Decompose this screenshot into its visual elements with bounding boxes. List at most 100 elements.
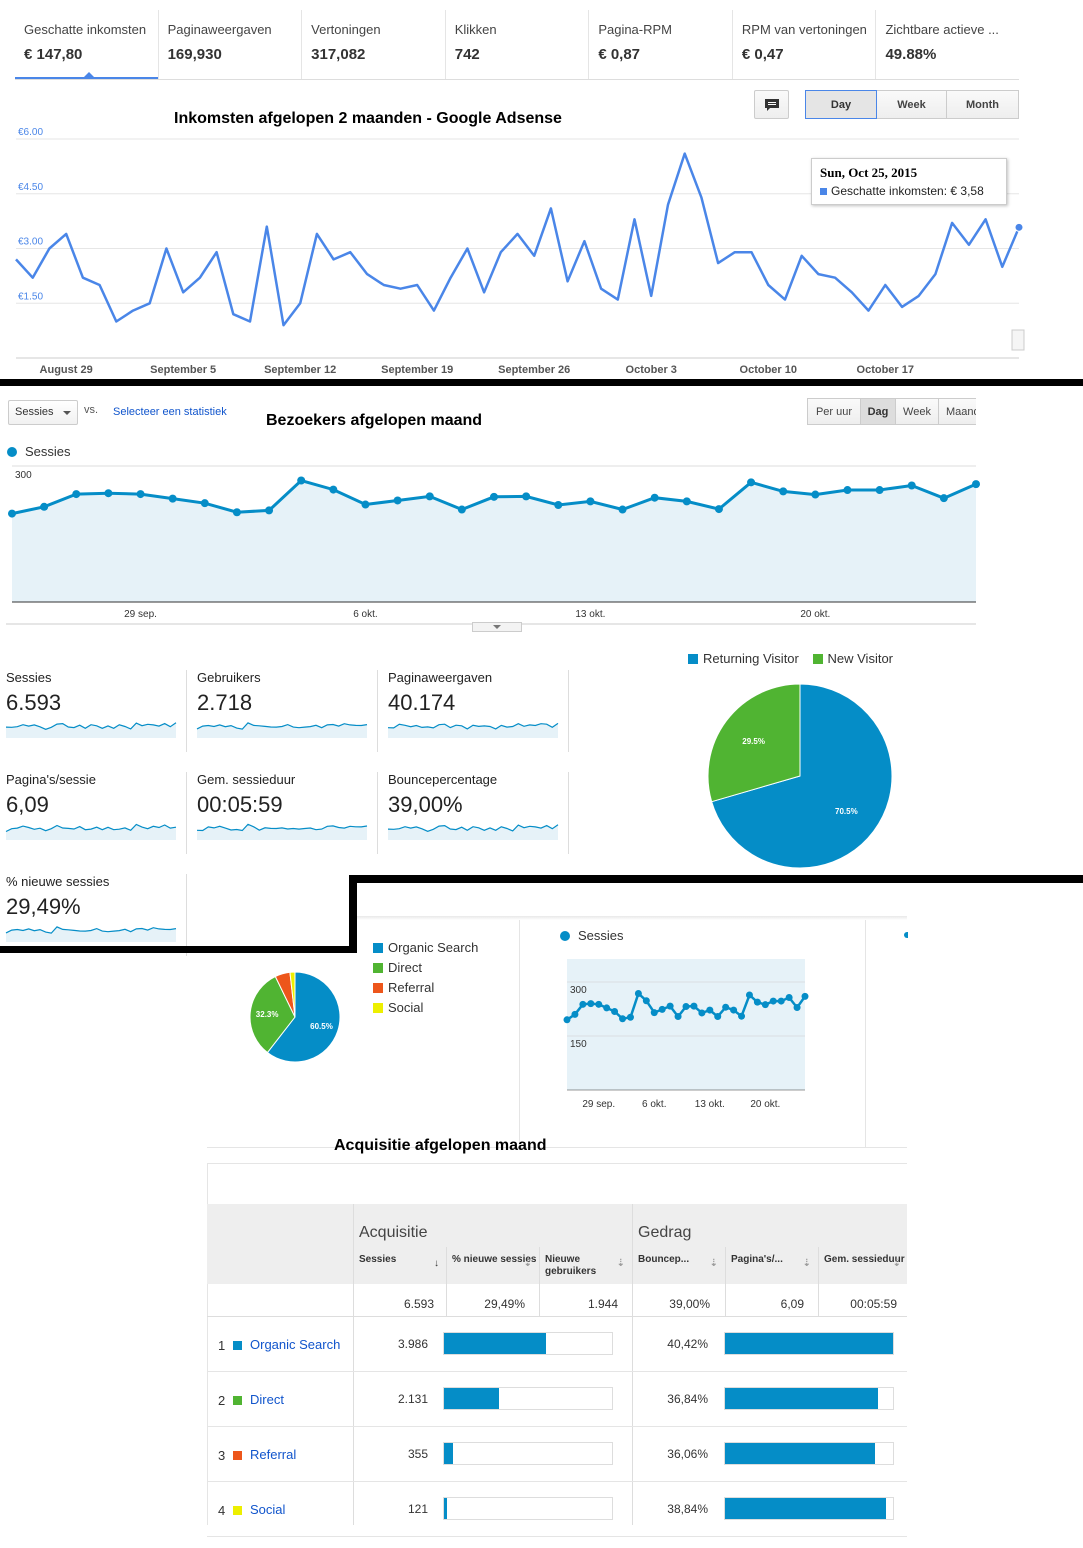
x-tick-label: September 5 [150, 364, 216, 376]
data-point [634, 990, 642, 998]
data-point [297, 476, 306, 485]
col-header-pages-per-session[interactable]: Pagina's/... ⇣ [731, 1254, 817, 1269]
col-header-new-users[interactable]: Nieuwe gebruikers ⇣ [545, 1254, 631, 1278]
table-frame [207, 1163, 907, 1525]
kpi-label: Pagina's/sessie [6, 772, 96, 787]
y-tick-label: 300 [15, 470, 32, 481]
col-header-session-duration[interactable]: Gem. sessieduur ⇣ [824, 1254, 907, 1269]
sort-icon: ⇣ [709, 1258, 718, 1269]
data-point [8, 509, 16, 518]
channel-link[interactable]: Organic Search [250, 1337, 341, 1352]
metric-label: Pagina-RPM [598, 22, 673, 37]
panel-divider [207, 1147, 907, 1148]
period-day-button[interactable]: Day [805, 90, 877, 119]
col-divider [446, 1284, 447, 1316]
kpi-value: 29,49% [6, 894, 81, 919]
chevron-down-icon [63, 411, 71, 419]
metric-tab-impressions[interactable]: Vertoningen 317,082 [301, 10, 445, 79]
channel-swatch [233, 1506, 242, 1515]
x-tick-label: October 17 [857, 364, 914, 376]
data-point [875, 486, 884, 495]
data-point [722, 1003, 730, 1011]
col-header-bounce[interactable]: Bouncep... ⇣ [638, 1254, 724, 1269]
metric-label: Paginaweergaven [167, 22, 272, 37]
mini-sessions-legend: Sessies [560, 928, 624, 943]
metric-select[interactable]: Sessies [8, 400, 78, 425]
metric-label: Klikken [454, 22, 497, 37]
chart-collapse-handle[interactable] [472, 622, 522, 632]
new-swatch [812, 654, 823, 664]
referral-swatch [373, 983, 383, 993]
metric-label: Zichtbare actieve ... [885, 22, 999, 37]
kpi-avg-session-duration: Gem. sessieduur 00:05:59 [196, 772, 378, 854]
slice-label: 29.5% [742, 737, 765, 746]
data-point [571, 1010, 579, 1018]
analytics-period-switch: Per uur Dag Week Maand [807, 398, 976, 425]
data-point [619, 1015, 627, 1023]
bounce-bar-fill [725, 1388, 878, 1409]
data-point [626, 1013, 634, 1021]
data-point [586, 497, 595, 506]
channel-link[interactable]: Direct [250, 1392, 284, 1407]
period-month-button[interactable]: Maand [939, 398, 976, 425]
col-divider [446, 1247, 447, 1284]
channel-pie-chart: 60.5% 32.3% [249, 971, 341, 1063]
visitor-pie-chart: 70.5% 29.5% [707, 683, 893, 869]
metric-tab-estimated-earnings[interactable]: Geschatte inkomsten € 147,80 [15, 10, 158, 79]
col-header-label: Sessies [359, 1254, 397, 1265]
sparkline-line [387, 722, 559, 730]
metric-tab-pageviews[interactable]: Paginaweergaven 169,930 [157, 10, 302, 79]
y-tick-label: €6.00 [18, 127, 43, 138]
col-divider [818, 1284, 819, 1316]
sparkline-line [387, 824, 559, 832]
adsense-chart-title: Inkomsten afgelopen 2 maanden - Google A… [174, 110, 562, 127]
sort-icon: ⇣ [523, 1258, 532, 1269]
sparkline-line [5, 926, 177, 934]
data-point [745, 991, 753, 999]
compare-metric-link[interactable]: Selecteer een statistiek [113, 406, 227, 418]
bounce-bar-fill [725, 1333, 893, 1354]
data-point [104, 489, 113, 498]
data-point [579, 1000, 587, 1008]
channel-link[interactable]: Referral [250, 1447, 297, 1462]
kpi-label: Paginaweergaven [388, 670, 493, 685]
data-point [595, 1000, 603, 1008]
metric-label: Vertoningen [311, 22, 381, 37]
annotation-button[interactable] [754, 90, 789, 119]
earnings-series-line [15, 152, 1021, 327]
period-week-button[interactable]: Week [896, 398, 939, 425]
col-header-new-sessions[interactable]: % nieuwe sessies ⇣ [452, 1254, 538, 1269]
total-bounce: 39,00% [669, 1297, 710, 1311]
col-header-label: Gem. sessieduur [824, 1254, 905, 1265]
group-header-acquisition: Acquisitie [359, 1224, 428, 1241]
col-header-sessions[interactable]: Sessies ↓ [359, 1254, 445, 1269]
row-rank: 2 [218, 1393, 226, 1408]
period-hourly-button[interactable]: Per uur [807, 398, 861, 425]
scroll-handle [1011, 329, 1025, 351]
row-rank: 1 [218, 1338, 226, 1353]
metric-tab-impression-rpm[interactable]: RPM van vertoningen € 0,47 [731, 10, 876, 79]
col-divider [725, 1247, 726, 1284]
col-divider [632, 1204, 633, 1525]
metric-tab-clicks[interactable]: Klikken 742 [444, 10, 589, 79]
data-point [769, 997, 777, 1005]
pie-slice [249, 975, 296, 1054]
period-day-button[interactable]: Dag [861, 398, 896, 425]
acquisition-table: Acquisitie Gedrag Sessies ↓ % nieuwe sess… [207, 1163, 907, 1537]
bounce-bar [724, 1442, 894, 1465]
metric-tab-page-rpm[interactable]: Pagina-RPM € 0,87 [588, 10, 732, 79]
channel-link[interactable]: Social [250, 1502, 286, 1517]
period-week-button[interactable]: Week [877, 90, 947, 119]
separator-bar [349, 875, 357, 953]
separator-bar [349, 875, 1083, 883]
kpi-label: Sessies [6, 670, 52, 685]
metric-tab-active-view[interactable]: Zichtbare actieve ... 49.88% [875, 10, 1019, 79]
channel-swatch [233, 1396, 242, 1405]
data-point [393, 496, 402, 505]
period-month-button[interactable]: Month [947, 90, 1019, 119]
kpi-new-sessions: % nieuwe sessies 29,49% [5, 874, 187, 956]
sparkline-line [196, 823, 368, 832]
bounce-bar-fill [725, 1498, 887, 1519]
chart-tooltip: Sun, Oct 25, 2015 Geschatte inkomsten: €… [811, 158, 1007, 205]
table-header-bg [207, 1204, 907, 1284]
